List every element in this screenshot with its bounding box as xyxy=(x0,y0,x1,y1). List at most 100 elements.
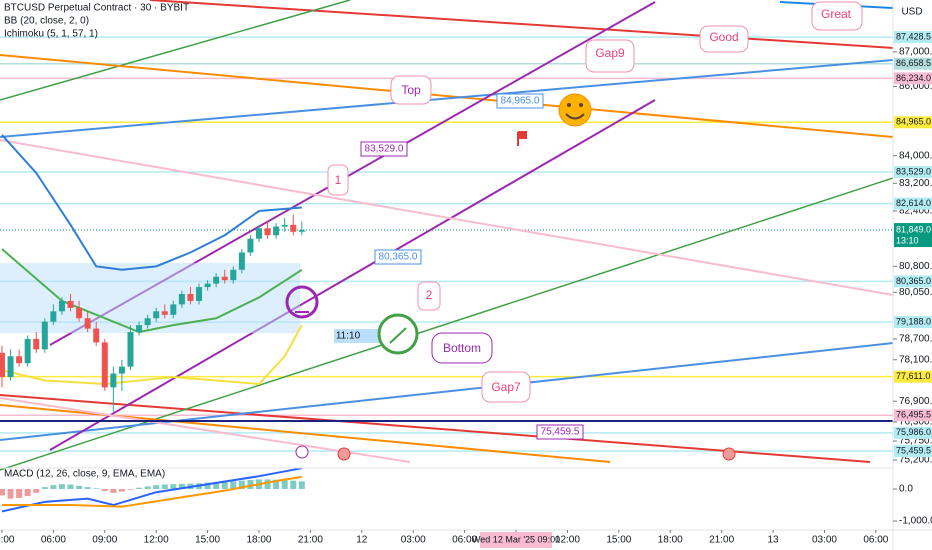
level-label-bg xyxy=(894,370,932,383)
currency-label: USD xyxy=(901,7,922,18)
macd-line xyxy=(1,467,303,513)
candle-body xyxy=(58,300,65,312)
bubble xyxy=(417,281,441,311)
axes: 87,000.0 86,000.0 84,000.0 83,200.0 82,400.0… xyxy=(0,31,932,548)
x-tick-label: 13 xyxy=(767,535,779,546)
smiley-icon xyxy=(558,93,592,127)
indicator-line xyxy=(1,324,303,385)
y-tick-label: 84,000.0 xyxy=(899,150,932,161)
mouth xyxy=(565,113,585,120)
candle-body xyxy=(273,226,280,236)
candle-body xyxy=(247,238,254,253)
candle-body xyxy=(41,321,48,350)
annotations: Great Good Gap9 Top 1 2 Bottom Gap7 84,9… xyxy=(285,1,863,461)
annotation: 80,365.0 xyxy=(379,252,418,263)
trendline xyxy=(149,0,893,49)
levels xyxy=(0,36,893,452)
macd-bar xyxy=(213,481,220,490)
annotation: Gap7 xyxy=(491,380,521,394)
x-tick-label: 06:00 xyxy=(863,535,888,546)
candle-body xyxy=(290,224,297,232)
annotation: 75,459.5 xyxy=(541,427,580,438)
macd-bar xyxy=(153,485,160,490)
y-tick-label: 75,750.0 xyxy=(899,436,932,447)
annotation: 1 xyxy=(335,173,342,187)
macd-bar xyxy=(41,487,48,490)
candle-body xyxy=(84,318,91,329)
level-label: 82,614.0 xyxy=(896,198,931,208)
macd-bar xyxy=(221,481,228,490)
neutral-icon xyxy=(285,285,319,319)
level-label-bg xyxy=(894,275,932,288)
macd-bar xyxy=(144,486,151,490)
macd-bar xyxy=(67,484,74,490)
y-tick-label: 78,100.0 xyxy=(899,354,932,365)
macd-bar xyxy=(178,483,185,490)
level-label-bg xyxy=(894,426,932,439)
macd-bar xyxy=(118,489,125,492)
trendline xyxy=(0,342,893,441)
candle-body xyxy=(101,342,108,388)
candle-body xyxy=(221,276,228,281)
bubble xyxy=(431,332,493,364)
y-tick-label: 80,050.0 xyxy=(899,287,932,298)
annotation: Great xyxy=(821,7,852,21)
macd-bar xyxy=(136,487,143,490)
level-label-bg xyxy=(894,116,932,129)
y-tick-label: 80,800.0 xyxy=(899,261,932,272)
level-label-bg xyxy=(894,445,932,458)
macd-bar xyxy=(50,485,57,490)
macd-bar xyxy=(16,489,23,498)
candle-body xyxy=(110,373,117,388)
macd-bar xyxy=(230,481,237,490)
candle-body xyxy=(230,269,237,281)
crosshair-label-bg xyxy=(480,532,553,548)
event-icon xyxy=(337,447,351,461)
candle-body xyxy=(178,294,185,305)
macd-bar xyxy=(298,481,305,490)
x-tick-label: 15:00 xyxy=(195,535,220,546)
candle-body xyxy=(67,300,74,308)
annotation: Good xyxy=(709,30,738,44)
level-label: 77,611.0 xyxy=(896,371,930,381)
x-tick-label: 21:00 xyxy=(298,535,323,546)
last-price-label: 81,849.0 xyxy=(896,224,931,234)
drawings xyxy=(0,0,893,471)
y-tick-label: 76,900.0 xyxy=(899,396,932,407)
candle-body xyxy=(144,318,151,326)
signal-line xyxy=(1,475,302,508)
price-callout xyxy=(536,424,584,440)
price-callout xyxy=(374,249,422,265)
macd-bar xyxy=(101,489,108,491)
bubble xyxy=(811,1,863,31)
candle-body xyxy=(127,332,134,367)
level-label-bg xyxy=(894,31,932,44)
series xyxy=(0,134,305,513)
trendline xyxy=(0,139,893,296)
macd-bar xyxy=(93,488,100,490)
macd-bar xyxy=(0,489,5,496)
candle-body xyxy=(281,224,288,227)
candle-body xyxy=(161,311,168,315)
level-label-bg xyxy=(894,72,932,85)
macd-bar xyxy=(24,489,31,497)
level-label: 79,188.0 xyxy=(896,316,931,326)
bubble xyxy=(390,75,432,105)
x-tick-label: 03:00 xyxy=(401,535,426,546)
y-tick-label: 75,200.0 xyxy=(899,455,932,466)
macd-bar xyxy=(7,489,14,499)
x-tick-label: 12:00 xyxy=(144,535,169,546)
level-label: 80,365.0 xyxy=(896,276,931,286)
level-label-bg xyxy=(894,197,932,210)
x-tick-label: 18:00 xyxy=(658,535,683,546)
y-tick-label: 86,000.0 xyxy=(899,81,932,92)
annotation: 83,529.0 xyxy=(365,144,404,155)
face-icon xyxy=(377,313,419,355)
macd-bar xyxy=(281,480,288,490)
y-tick-label: 0.0 xyxy=(899,484,913,495)
candle-body xyxy=(50,311,57,322)
candle-body xyxy=(24,338,31,364)
macd-bar xyxy=(170,484,177,490)
x-tick-label: 06:00 xyxy=(452,535,477,546)
y-tick-label: 82,400.0 xyxy=(899,206,932,217)
